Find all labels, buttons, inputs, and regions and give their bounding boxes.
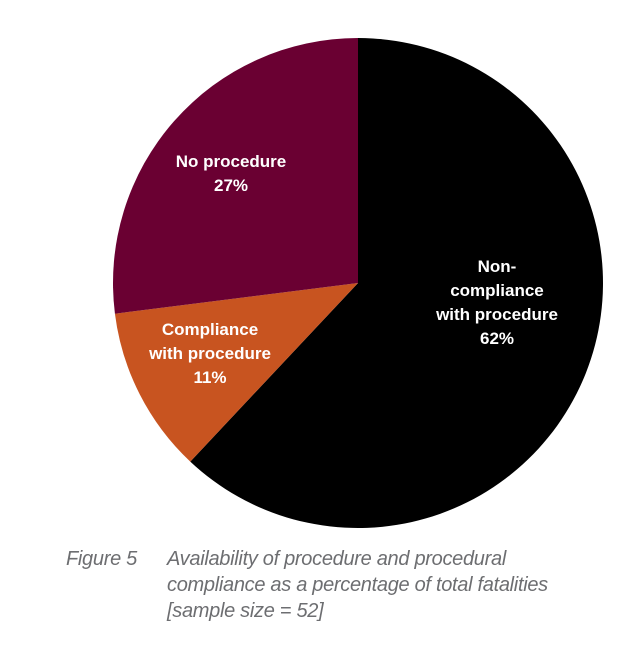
caption-line: compliance as a percentage of total fata… [167,574,548,596]
slice-label: compliance [450,281,544,300]
slice-value-label: 11% [193,368,226,387]
pie-slice [190,38,603,528]
figure-number: Figure 5 [66,548,137,570]
slice-label: Non- [478,257,517,276]
pie-chart: Non-compliance with procedure 62% Complianc… [112,38,603,528]
figure-caption: Availability of procedure and procedural… [167,546,617,624]
slice-label: No procedure [176,152,287,171]
slice-value-label: 27% [214,176,248,195]
pie-slice [112,38,358,314]
slice-value-label: 62% [480,329,514,348]
slice-label: Compliance [162,320,258,339]
slice-label: with procedure [148,344,271,363]
caption-line: Availability of procedure and procedural [167,548,506,570]
slice-label: with procedure [435,305,558,324]
caption-line: [sample size = 52] [167,600,324,622]
pie-slice [114,283,358,462]
